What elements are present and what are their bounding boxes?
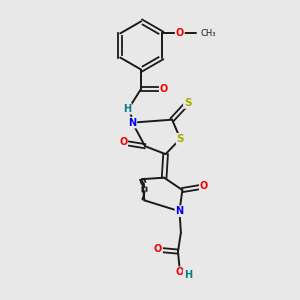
Text: N: N — [176, 206, 184, 216]
Text: S: S — [184, 98, 191, 108]
Text: O: O — [175, 267, 184, 277]
Text: O: O — [176, 28, 184, 38]
Text: O: O — [160, 84, 168, 94]
Text: CH₃: CH₃ — [200, 29, 216, 38]
Text: H: H — [123, 104, 131, 114]
Text: O: O — [154, 244, 162, 254]
Text: S: S — [177, 134, 184, 144]
Text: O: O — [119, 137, 127, 147]
Text: O: O — [200, 181, 208, 190]
Text: N: N — [128, 118, 136, 128]
Text: H: H — [184, 270, 192, 280]
